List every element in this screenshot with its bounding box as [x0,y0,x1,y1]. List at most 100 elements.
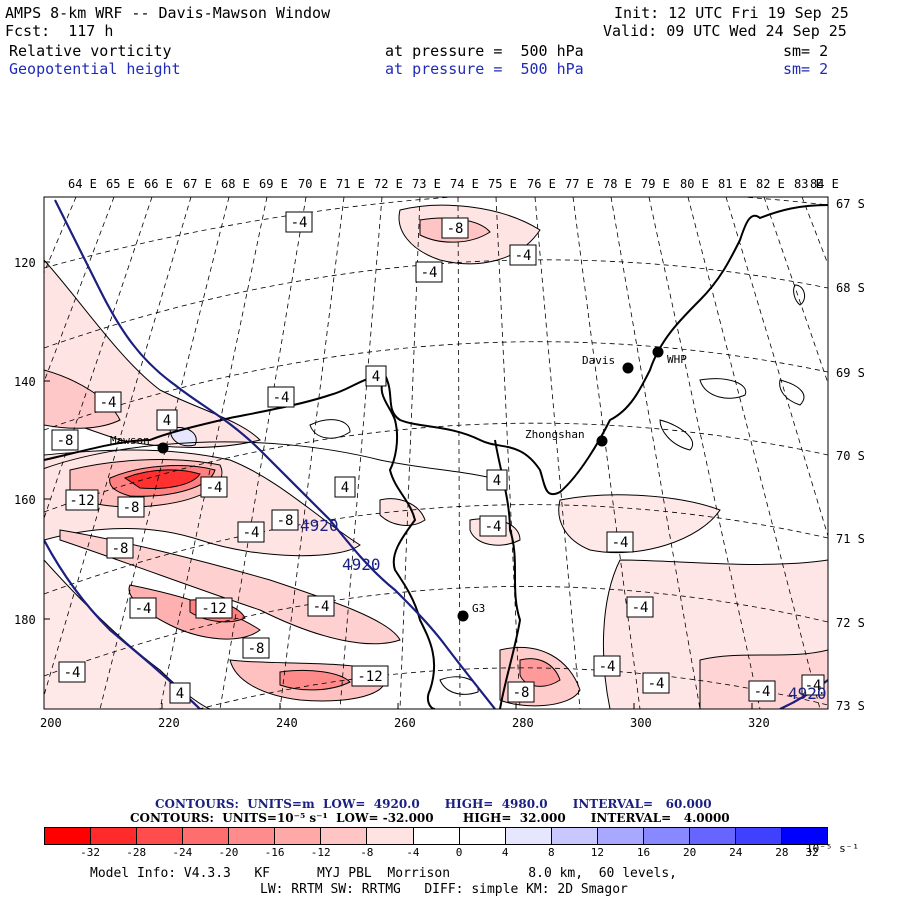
lon-label: 74 E [450,177,479,191]
colorbar-tick-label: 8 [547,846,555,859]
frame-ticks [44,261,753,709]
contour-label: -8 [507,681,535,703]
svg-text:-8: -8 [123,500,140,516]
x-label: 200 [40,716,62,730]
y-label: 160 [14,493,36,507]
contour-label: -4 [606,531,634,553]
y-label: 120 [14,256,36,270]
y-grid-labels: 120 140 160 180 [14,256,36,627]
lon-label: 73 E [412,177,441,191]
field1-level: at pressure = 500 hPa [385,42,584,60]
colorbar-tick-label: -32 [80,846,101,859]
svg-text:-4: -4 [599,659,616,675]
x-label: 260 [394,716,416,730]
lon-label: 82 E [756,177,785,191]
colorbar-swatch [321,828,368,844]
contour-label-text: -4 [291,215,308,231]
x-label: 300 [630,716,652,730]
lon-label: 67 E [183,177,212,191]
lon-label: 75 E [488,177,517,191]
x-label: 220 [158,716,180,730]
colorbar [44,827,828,845]
latitude-labels: 67 S 68 S 69 S 70 S 71 S 72 S 73 S [836,197,865,713]
colorbar-swatch [597,828,644,844]
svg-text:-8: -8 [57,433,74,449]
svg-text:-8: -8 [447,221,464,237]
height-label: 4920 [342,555,381,574]
svg-text:-4: -4 [243,525,260,541]
contour-label: -8 [106,537,134,559]
station-dot [622,362,634,374]
svg-text:-8: -8 [513,685,530,701]
lat-label: 68 S [836,281,865,295]
svg-text:4: 4 [176,686,184,702]
lon-label: 68 E [221,177,250,191]
chart-title: AMPS 8-km WRF -- Davis-Mawson Window [5,4,331,22]
station-dot [652,346,664,358]
svg-text:-4: -4 [313,599,330,615]
lon-label: 65 E [106,177,135,191]
colorbar-swatch [782,828,828,844]
svg-text:4: 4 [163,413,171,429]
contour-label: 4 [486,469,508,491]
field2-level: at pressure = 500 hPa [385,60,584,78]
contour-label: -4 [94,391,122,413]
height-labels: 4920 4920 4920 [300,516,827,703]
svg-text:-4: -4 [135,601,152,617]
longitude-gridlines [44,197,828,709]
x-grid-labels: 200 220 240 260 280 300 320 [40,716,770,730]
station-label: WHP [667,353,687,366]
colorbar-tick-label: 12 [590,846,605,859]
lon-label: 83 E [794,177,823,191]
map-frame [43,196,829,710]
field1-name: Relative vorticity [9,42,172,60]
colorbar-tick-label: -24 [172,846,193,859]
colorbar-tick-label: -16 [264,846,285,859]
colorbar-tick-label: -4 [406,846,420,859]
contour-label: -4 [801,674,825,696]
station-label: Davis [582,354,615,367]
colorbar-swatch [551,828,598,844]
svg-text:-4: -4 [100,395,117,411]
svg-text:4: 4 [493,473,501,489]
contour-label: -4 [129,597,157,619]
contour-label: -12 [351,665,389,687]
contour-label: 4 [169,682,191,704]
colorbar-swatch [45,828,92,844]
contour-label: 4 [365,365,387,387]
lat-label: 70 S [836,449,865,463]
svg-text:-4: -4 [632,600,649,616]
colorbar-swatch [735,828,782,844]
field1-smoothing: sm= 2 [783,42,829,60]
stations: Davis WHP Zhongshan Mawson G3 [110,346,687,622]
height-label: 4920 [788,684,827,703]
height-label: 4920 [300,516,339,535]
contour-label: -4 [267,386,295,408]
station-label: G3 [472,602,485,615]
colorbar-tick-label: 16 [636,846,651,859]
colorbar-tick-label: -20 [218,846,239,859]
svg-text:-4: -4 [421,265,438,281]
colorbar-tick-label: 20 [683,846,697,859]
colorbar-tick-label: 24 [729,846,743,859]
lat-label: 67 S [836,197,865,211]
colorbar-swatch [91,828,138,844]
colorbar-tick-label: 4 [501,846,509,859]
contour-label: -4 [200,476,228,498]
station-dot [157,442,169,454]
positive-contours [44,284,806,695]
lat-label: 69 S [836,366,865,380]
x-label: 240 [276,716,298,730]
contour-label: -8 [51,429,79,451]
lon-label: 64 E [68,177,97,191]
y-label: 180 [14,613,36,627]
model-physics: LW: RRTM SW: RRTMG DIFF: simple KM: 2D S… [260,882,628,897]
model-info: Model Info: V4.3.3 KF MYJ PBL Morrison 8… [90,866,677,881]
colorbar-swatch [229,828,276,844]
contour-label: 4 [156,409,178,431]
svg-text:-4: -4 [648,676,665,692]
colorbar-tick-label: -8 [360,846,374,859]
x-label: 320 [748,716,770,730]
lat-label: 72 S [836,616,865,630]
